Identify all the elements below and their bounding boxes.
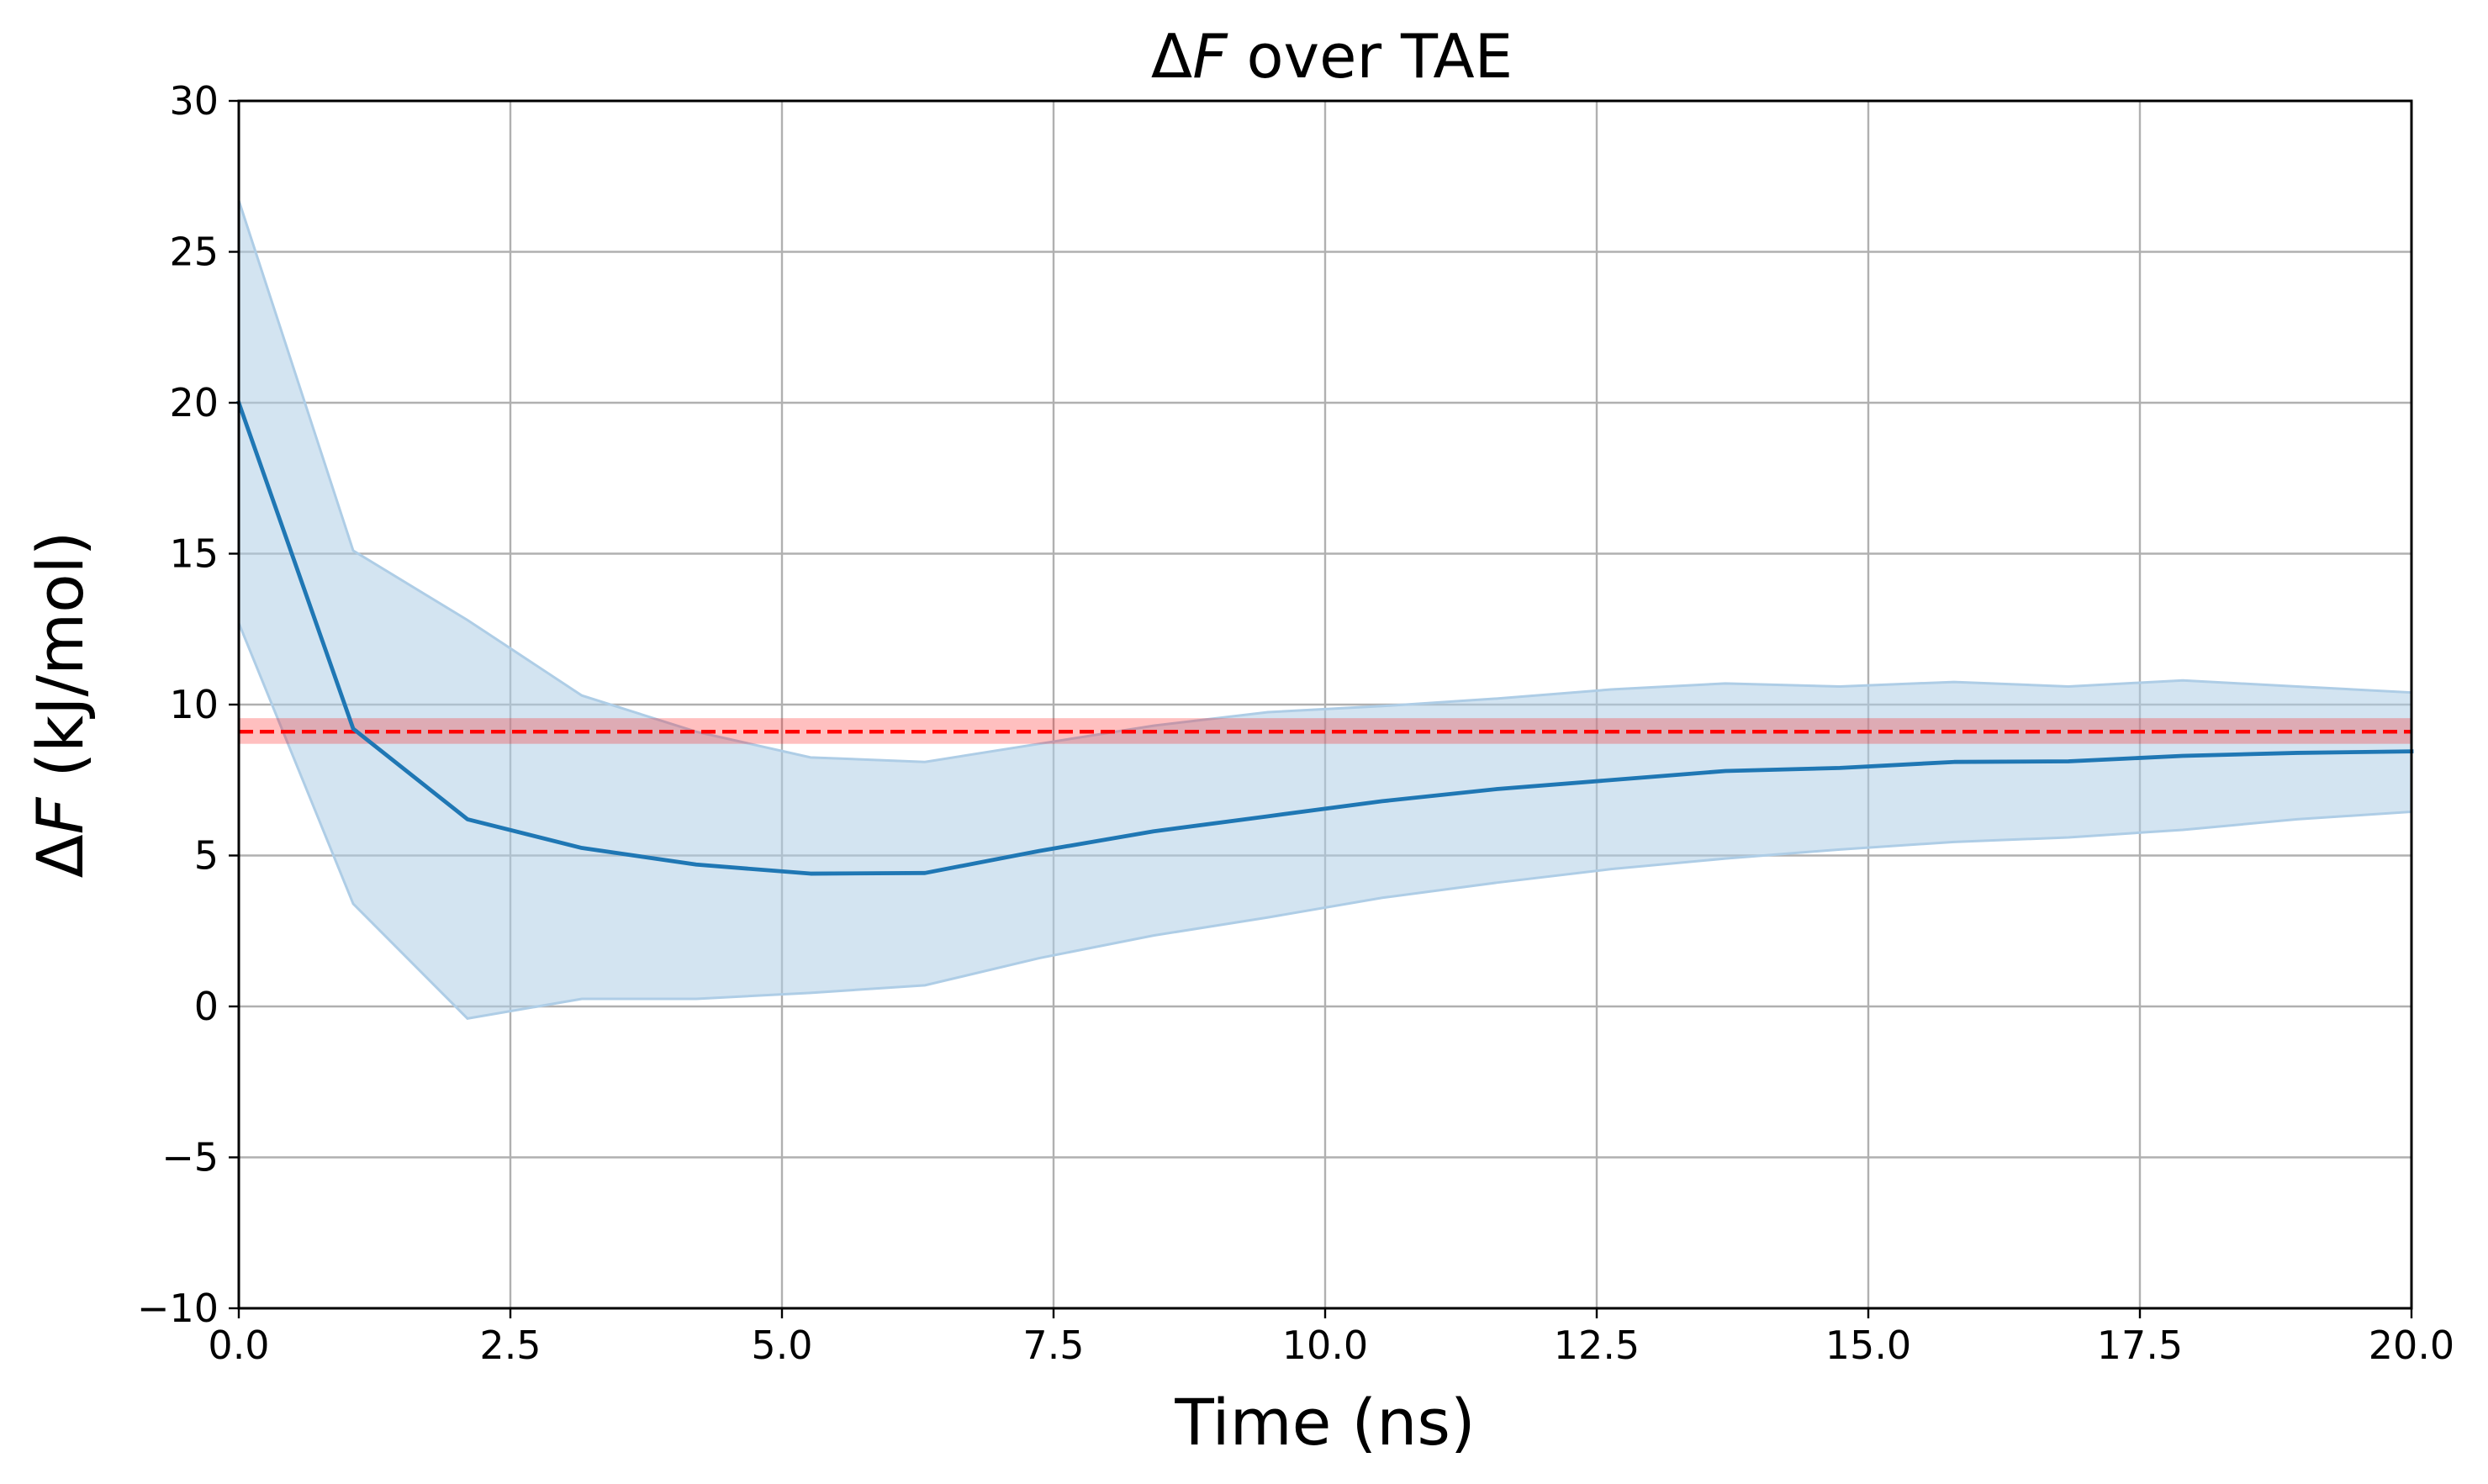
- x-tick-label: 17.5: [2097, 1323, 2183, 1368]
- y-tick-label: 15: [169, 531, 219, 577]
- y-tick-label: 20: [169, 380, 219, 425]
- y-tick-label: −10: [137, 1286, 219, 1331]
- y-axis-label: ΔF (kJ/mol): [23, 531, 98, 879]
- title-rest: over TAE: [1228, 21, 1513, 92]
- ylabel-rest: (kJ/mol): [23, 531, 98, 798]
- x-axis-label: Time (ns): [1174, 1385, 1475, 1460]
- y-tick-label: 10: [169, 682, 219, 727]
- reference-line-group: [239, 718, 2411, 744]
- x-tick-label: 7.5: [1022, 1323, 1084, 1368]
- x-tick-label: 10.0: [1282, 1323, 1368, 1368]
- title-delta: Δ: [1151, 21, 1192, 92]
- x-tick-label: 20.0: [2369, 1323, 2454, 1368]
- y-tick-label: 25: [169, 230, 219, 275]
- title-var: F: [1192, 21, 1228, 92]
- y-tick-label: 0: [194, 984, 219, 1029]
- ylabel-delta: Δ: [23, 834, 98, 878]
- axis-ticks: 0.0 2.5 5.0 7.5 10.0 12.5 15.0 17.5 20.0 −10 −5 0 5 1…: [137, 78, 2454, 1368]
- x-tick-label: 5.0: [751, 1323, 812, 1368]
- chart-title: ΔF over TAE: [1151, 21, 1513, 92]
- x-tick-label: 12.5: [1554, 1323, 1640, 1368]
- y-tick-label: 30: [169, 78, 219, 124]
- series-line: [235, 399, 2414, 876]
- x-tick-label: 15.0: [1825, 1323, 1911, 1368]
- series-line-group: [235, 399, 2414, 876]
- y-tick-label: 5: [194, 833, 219, 879]
- x-tick-label: 0.0: [208, 1323, 269, 1368]
- ylabel-var: F: [23, 796, 98, 834]
- x-tick-label: 2.5: [479, 1323, 541, 1368]
- y-tick-label: −5: [161, 1135, 219, 1180]
